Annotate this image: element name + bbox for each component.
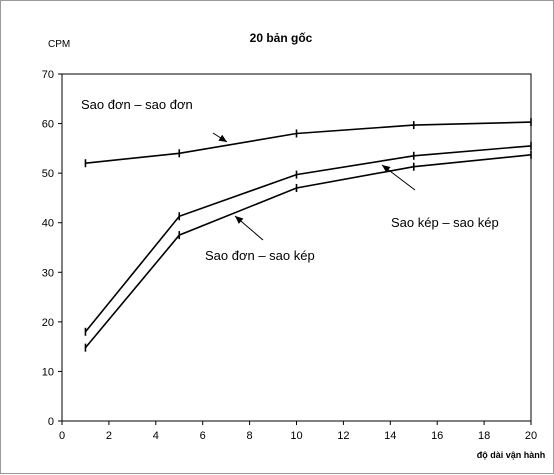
chart-title: 20 bản gốc [250, 31, 313, 45]
y-tick-label: 70 [42, 69, 54, 81]
series-group [84, 118, 532, 352]
series-3 [84, 150, 532, 352]
arrow-sao-don-sao-don-head [218, 134, 227, 142]
x-tick-label: 2 [106, 430, 112, 442]
x-tick-label: 6 [200, 430, 206, 442]
series-line [85, 121, 532, 164]
y-tick-label: 60 [42, 119, 54, 131]
x-tick-label: 0 [59, 430, 65, 442]
y-tick-label: 40 [42, 218, 54, 230]
x-tick-label: 4 [153, 430, 159, 442]
label-sao-don-sao-kep: Sao đơn – sao kép [205, 248, 315, 263]
x-tick-label: 10 [290, 430, 302, 442]
arrow-sao-kep-sao-kep-head [382, 165, 391, 173]
x-tick-label: 20 [525, 430, 537, 442]
x-tick-label: 18 [478, 430, 490, 442]
y-tick-label: 50 [42, 168, 54, 180]
y-tick-label: 20 [42, 317, 54, 329]
y-tick-label: 30 [42, 267, 54, 279]
y-tick-label: 10 [42, 366, 54, 378]
x-tick-label: 14 [384, 430, 396, 442]
x-tick-label: 12 [337, 430, 349, 442]
label-sao-don-sao-don: Sao đơn – sao đơn [81, 97, 193, 112]
series-line [84, 145, 532, 333]
label-sao-kep-sao-kep: Sao kép – sao kép [391, 215, 499, 230]
arrow-sao-don-sao-kep-head [235, 216, 244, 224]
series-2 [84, 141, 532, 336]
x-axis-label: độ dài vận hành [477, 450, 546, 460]
y-tick-label: 0 [48, 416, 54, 428]
annotation-arrows [212, 132, 416, 241]
x-tick-label: 16 [431, 430, 443, 442]
x-tick-label: 8 [247, 430, 253, 442]
y-axis-label: CPM [48, 39, 70, 50]
series-1 [84, 118, 532, 168]
axis-ticks: 0 10 20 30 40 50 60 70 0 2 4 6 8 10 12 14 16 18 20 [42, 69, 537, 442]
